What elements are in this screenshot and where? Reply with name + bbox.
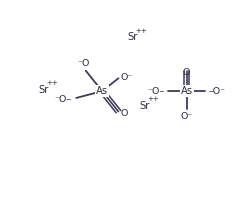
Text: O: O [183, 68, 190, 77]
Text: Sr: Sr [39, 85, 49, 95]
Text: O⁻: O⁻ [181, 112, 193, 121]
Text: O⁻: O⁻ [121, 72, 133, 82]
Text: As: As [181, 86, 193, 96]
Text: ⁻O: ⁻O [77, 59, 90, 68]
Text: –O⁻: –O⁻ [209, 87, 226, 96]
Text: Sr: Sr [140, 100, 150, 111]
Text: Sr: Sr [127, 32, 137, 42]
Text: ++: ++ [148, 96, 159, 102]
Text: ⁻O–: ⁻O– [55, 95, 72, 104]
Text: O: O [121, 109, 128, 118]
Text: ⁻O–: ⁻O– [148, 87, 165, 96]
Text: ++: ++ [135, 28, 147, 34]
Text: As: As [96, 86, 108, 96]
Text: ++: ++ [47, 80, 59, 86]
